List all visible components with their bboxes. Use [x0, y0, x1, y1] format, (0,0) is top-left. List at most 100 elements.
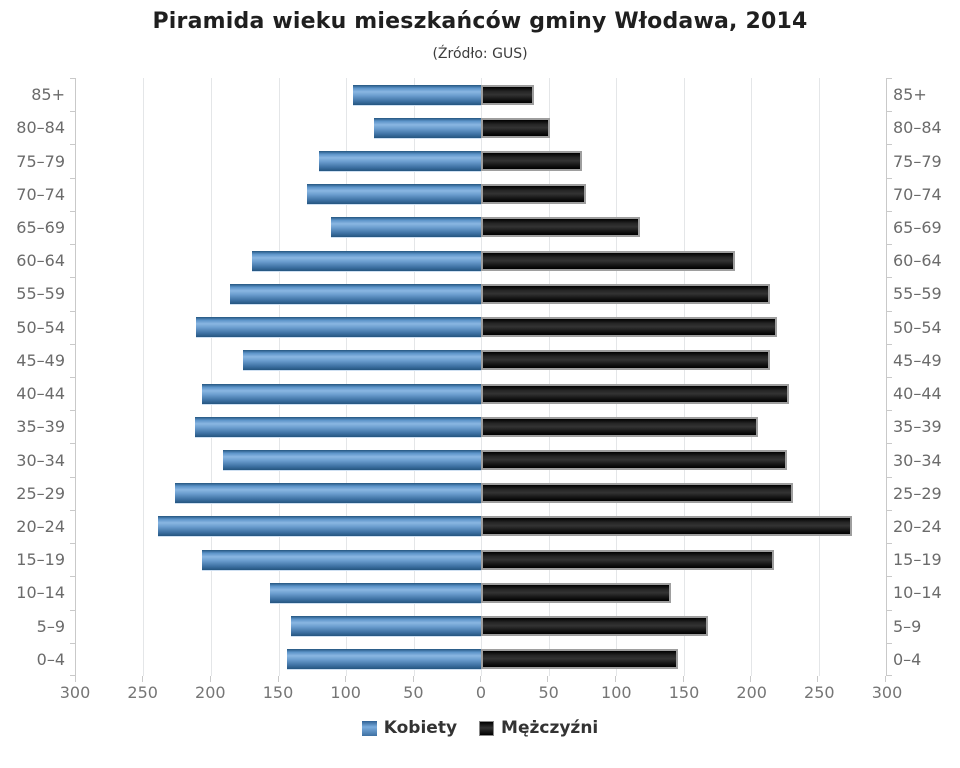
pyramid-row	[76, 610, 886, 643]
axis-tick	[886, 410, 892, 411]
pyramid-row	[76, 643, 886, 676]
age-label: 65–69	[893, 217, 942, 237]
bar-kobiety[interactable]	[290, 616, 481, 637]
bar-kobiety[interactable]	[374, 117, 481, 138]
bar-mezczyzni[interactable]	[481, 416, 758, 437]
female-half	[76, 350, 481, 371]
bar-kobiety[interactable]	[319, 151, 481, 172]
age-label: 15–19	[16, 550, 65, 570]
axis-tick	[886, 576, 892, 577]
bar-kobiety[interactable]	[270, 582, 481, 603]
age-label: 80–84	[16, 118, 65, 138]
age-label: 25–29	[893, 483, 942, 503]
bar-mezczyzni[interactable]	[481, 217, 641, 238]
pyramid-row	[76, 111, 886, 144]
bar-mezczyzni[interactable]	[481, 649, 679, 670]
age-label: 10–14	[16, 583, 65, 603]
age-label: 70–74	[893, 184, 942, 204]
chart-legend: Kobiety Mężczyźni	[0, 718, 960, 738]
legend-item-kobiety[interactable]: Kobiety	[361, 718, 458, 738]
bar-kobiety[interactable]	[196, 317, 481, 338]
gridline	[278, 78, 280, 676]
bar-mezczyzni[interactable]	[481, 516, 853, 537]
bar-kobiety[interactable]	[331, 217, 481, 238]
bar-kobiety[interactable]	[251, 250, 481, 271]
female-half	[76, 616, 481, 637]
age-label: 20–24	[16, 516, 65, 536]
axis-tick	[886, 211, 892, 212]
age-label: 55–59	[16, 284, 65, 304]
female-half	[76, 184, 481, 205]
axis-tick	[70, 277, 76, 278]
axis-tick	[886, 144, 892, 145]
age-label: 35–39	[16, 417, 65, 437]
legend-item-mezczyzni[interactable]: Mężczyźni	[479, 718, 598, 738]
age-label: 0–4	[36, 649, 65, 669]
bar-mezczyzni[interactable]	[481, 549, 774, 570]
age-label: 5–9	[36, 616, 65, 636]
age-label: 45–49	[893, 350, 942, 370]
female-half	[76, 450, 481, 471]
pyramid-row	[76, 576, 886, 609]
bar-mezczyzni[interactable]	[481, 450, 788, 471]
bar-kobiety[interactable]	[352, 84, 481, 105]
bar-mezczyzni[interactable]	[481, 317, 777, 338]
bar-mezczyzni[interactable]	[481, 184, 587, 205]
male-half	[481, 516, 886, 537]
legend-label: Kobiety	[383, 718, 458, 738]
bar-mezczyzni[interactable]	[481, 383, 789, 404]
bar-kobiety[interactable]	[306, 184, 481, 205]
axis-tick	[886, 277, 892, 278]
bar-kobiety[interactable]	[286, 649, 481, 670]
bar-kobiety[interactable]	[174, 483, 481, 504]
age-axis-right: 85+ 80–84 75–79 70–74 65–69 60–64 55–59 50–54 45…	[893, 78, 960, 676]
male-half	[481, 283, 886, 304]
female-half	[76, 250, 481, 271]
age-label: 50–54	[16, 317, 65, 337]
male-half	[481, 250, 886, 271]
bar-mezczyzni[interactable]	[481, 483, 793, 504]
bar-mezczyzni[interactable]	[481, 151, 583, 172]
bar-mezczyzni[interactable]	[481, 582, 672, 603]
axis-tick	[886, 78, 892, 79]
mezczyzni-swatch-icon	[479, 720, 495, 736]
bar-kobiety[interactable]	[158, 516, 481, 537]
value-tick-label: 300	[59, 683, 91, 702]
age-label: 85+	[31, 85, 65, 105]
bar-kobiety[interactable]	[201, 383, 481, 404]
value-tick-label: 300	[871, 683, 903, 702]
pyramid-row	[76, 144, 886, 177]
axis-tick	[70, 311, 76, 312]
female-half	[76, 516, 481, 537]
bar-mezczyzni[interactable]	[481, 350, 770, 371]
axis-tick	[886, 610, 892, 611]
male-half	[481, 350, 886, 371]
bar-kobiety[interactable]	[229, 283, 481, 304]
bar-rows	[76, 78, 886, 676]
axis-tick	[70, 244, 76, 245]
axis-tick	[70, 410, 76, 411]
value-tick-label: 150	[262, 683, 294, 702]
bar-mezczyzni[interactable]	[481, 117, 550, 138]
bar-kobiety[interactable]	[223, 450, 481, 471]
age-label: 20–24	[893, 516, 942, 536]
axis-tick	[614, 676, 616, 682]
chart-title: Piramida wieku mieszkańców gminy Włodawa…	[152, 9, 808, 34]
bar-kobiety[interactable]	[243, 350, 481, 371]
female-half	[76, 151, 481, 172]
age-label: 70–74	[16, 184, 65, 204]
value-axis-labels: 300 250 200 150 100 50 0 50 100 150 200 250 300	[60, 683, 903, 703]
gridline	[210, 78, 212, 676]
bar-mezczyzni[interactable]	[481, 616, 708, 637]
bar-mezczyzni[interactable]	[481, 84, 534, 105]
bar-mezczyzni[interactable]	[481, 283, 770, 304]
pyramid-row	[76, 477, 886, 510]
age-label: 40–44	[16, 384, 65, 404]
bar-kobiety[interactable]	[201, 549, 481, 570]
pyramid-row	[76, 178, 886, 211]
pyramid-row	[76, 344, 886, 377]
age-label: 80–84	[893, 118, 942, 138]
bar-mezczyzni[interactable]	[481, 250, 735, 271]
bar-kobiety[interactable]	[194, 416, 481, 437]
kobiety-swatch-icon	[361, 720, 377, 736]
